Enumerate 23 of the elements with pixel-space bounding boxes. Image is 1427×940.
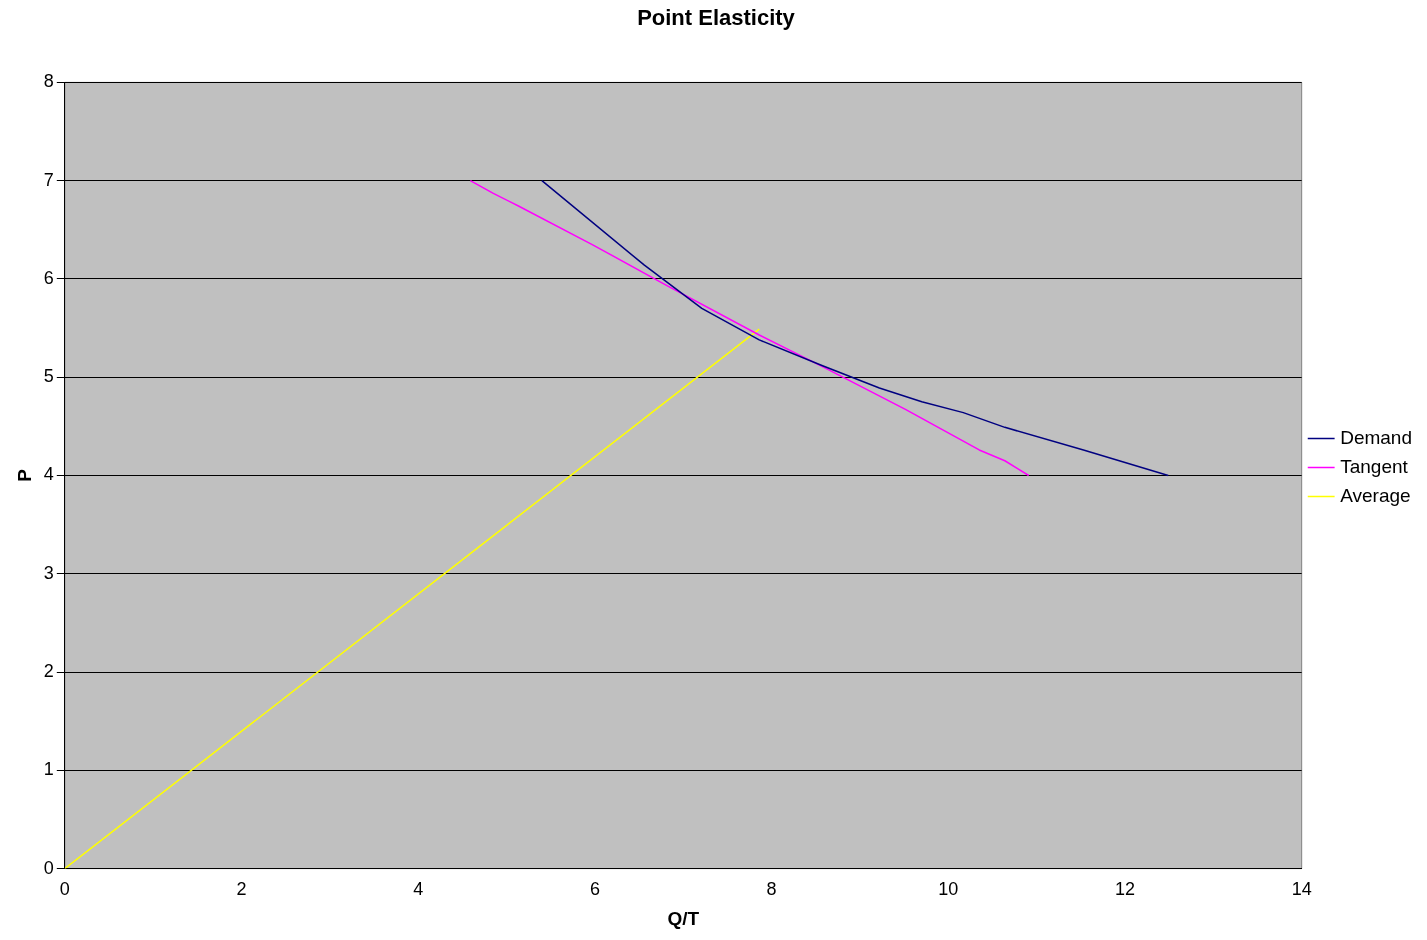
legend-label: Tangent: [1340, 455, 1409, 477]
y-axis-title: P: [13, 468, 35, 482]
x-tick-label: 12: [1114, 879, 1135, 900]
y-tick-label: 8: [43, 71, 54, 92]
x-tick-label: 2: [236, 879, 247, 900]
y-tick-label: 4: [43, 464, 54, 485]
y-tick-label: 7: [43, 169, 54, 190]
y-tick-label: 0: [43, 857, 54, 878]
legend-label: Average: [1340, 484, 1411, 506]
x-tick-label: 14: [1291, 879, 1312, 900]
y-tick-label: 3: [43, 562, 54, 583]
x-tick-label: 4: [413, 879, 424, 900]
x-axis-title: Q/T: [667, 907, 700, 929]
y-tick-label: 1: [43, 759, 54, 780]
chart-title: Point Elasticity: [637, 5, 796, 31]
x-tick-label: 10: [938, 879, 959, 900]
legend-label: Demand: [1340, 426, 1413, 448]
y-tick-label: 6: [43, 267, 54, 288]
x-tick-label: 8: [766, 879, 777, 900]
x-tick-label: 0: [59, 879, 70, 900]
y-tick-label: 5: [43, 366, 54, 387]
y-tick-label: 2: [43, 661, 54, 682]
x-tick-label: 6: [589, 879, 600, 900]
